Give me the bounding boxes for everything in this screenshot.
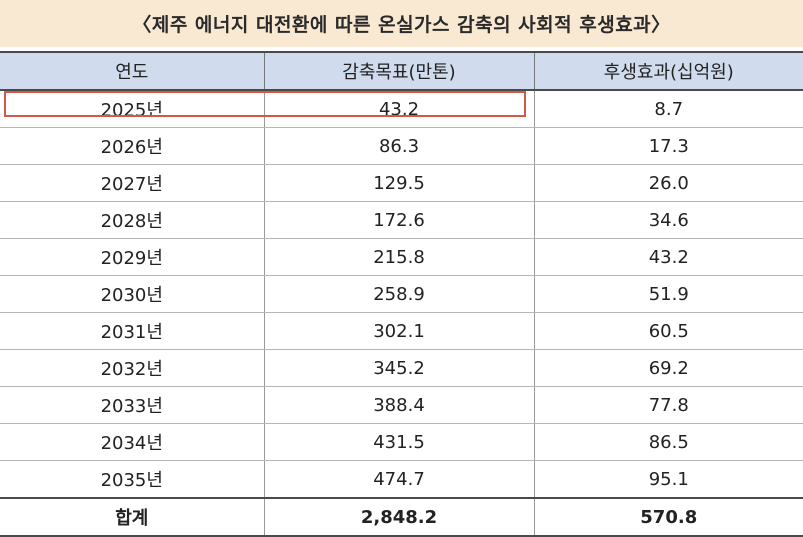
table-body: 2025년 43.2 8.7 2026년 86.3 17.3 2027년 129.5 26.0 2… (0, 90, 803, 537)
reduction-target-cell: 388.4 (263, 386, 535, 424)
header-row: 연도 감축목표(만톤) 후생효과(십억원) (0, 51, 803, 91)
year-cell: 2034년 (0, 423, 265, 461)
welfare-effect-cell: 8.7 (533, 90, 803, 128)
reduction-target-cell: 431.5 (263, 423, 535, 461)
reduction-target-cell: 345.2 (263, 349, 535, 387)
year-cell: 2025년 (0, 90, 265, 128)
reduction-target-cell: 43.2 (263, 90, 535, 128)
welfare-effect-cell: 26.0 (533, 164, 803, 202)
table-row: 2032년 345.2 69.2 (0, 349, 803, 387)
table-row: 2026년 86.3 17.3 (0, 127, 803, 165)
year-cell: 2033년 (0, 386, 265, 424)
header-reduction-target: 감축목표(만톤) (263, 51, 535, 91)
year-cell: 2026년 (0, 127, 265, 165)
table-row: 2030년 258.9 51.9 (0, 275, 803, 313)
header-welfare-effect: 후생효과(십억원) (533, 51, 803, 91)
welfare-effect-cell: 77.8 (533, 386, 803, 424)
table-row: 2025년 43.2 8.7 (0, 90, 803, 128)
welfare-effect-cell: 60.5 (533, 312, 803, 350)
table-row: 2031년 302.1 60.5 (0, 312, 803, 350)
year-cell: 2030년 (0, 275, 265, 313)
welfare-effect-cell: 69.2 (533, 349, 803, 387)
reduction-target-cell: 215.8 (263, 238, 535, 276)
data-table: 연도 감축목표(만톤) 후생효과(십억원) 2025년 43.2 8.7 2026년 8… (0, 51, 803, 537)
table-row: 2028년 172.6 34.6 (0, 201, 803, 239)
year-cell: 2035년 (0, 460, 265, 499)
total-reduction-target: 2,848.2 (263, 497, 535, 537)
total-welfare-effect: 570.8 (533, 497, 803, 537)
year-cell: 2029년 (0, 238, 265, 276)
year-cell: 2028년 (0, 201, 265, 239)
year-cell: 2027년 (0, 164, 265, 202)
reduction-target-cell: 302.1 (263, 312, 535, 350)
table-row: 2034년 431.5 86.5 (0, 423, 803, 461)
reduction-target-cell: 86.3 (263, 127, 535, 165)
welfare-effect-cell: 43.2 (533, 238, 803, 276)
total-label: 합계 (0, 497, 265, 537)
welfare-effect-cell: 86.5 (533, 423, 803, 461)
table-row: 2029년 215.8 43.2 (0, 238, 803, 276)
header-year: 연도 (0, 51, 265, 91)
welfare-effect-cell: 34.6 (533, 201, 803, 239)
reduction-target-cell: 129.5 (263, 164, 535, 202)
reduction-target-cell: 258.9 (263, 275, 535, 313)
reduction-target-cell: 474.7 (263, 460, 535, 499)
welfare-effect-cell: 17.3 (533, 127, 803, 165)
year-cell: 2031년 (0, 312, 265, 350)
welfare-effect-cell: 51.9 (533, 275, 803, 313)
total-row: 합계 2,848.2 570.8 (0, 497, 803, 537)
welfare-effect-cell: 95.1 (533, 460, 803, 499)
table-title: 〈제주 에너지 대전환에 따른 온실가스 감축의 사회적 후생효과〉 (0, 0, 803, 47)
table-row: 2035년 474.7 95.1 (0, 460, 803, 499)
table-row: 2033년 388.4 77.8 (0, 386, 803, 424)
year-cell: 2032년 (0, 349, 265, 387)
reduction-target-cell: 172.6 (263, 201, 535, 239)
table-row: 2027년 129.5 26.0 (0, 164, 803, 202)
